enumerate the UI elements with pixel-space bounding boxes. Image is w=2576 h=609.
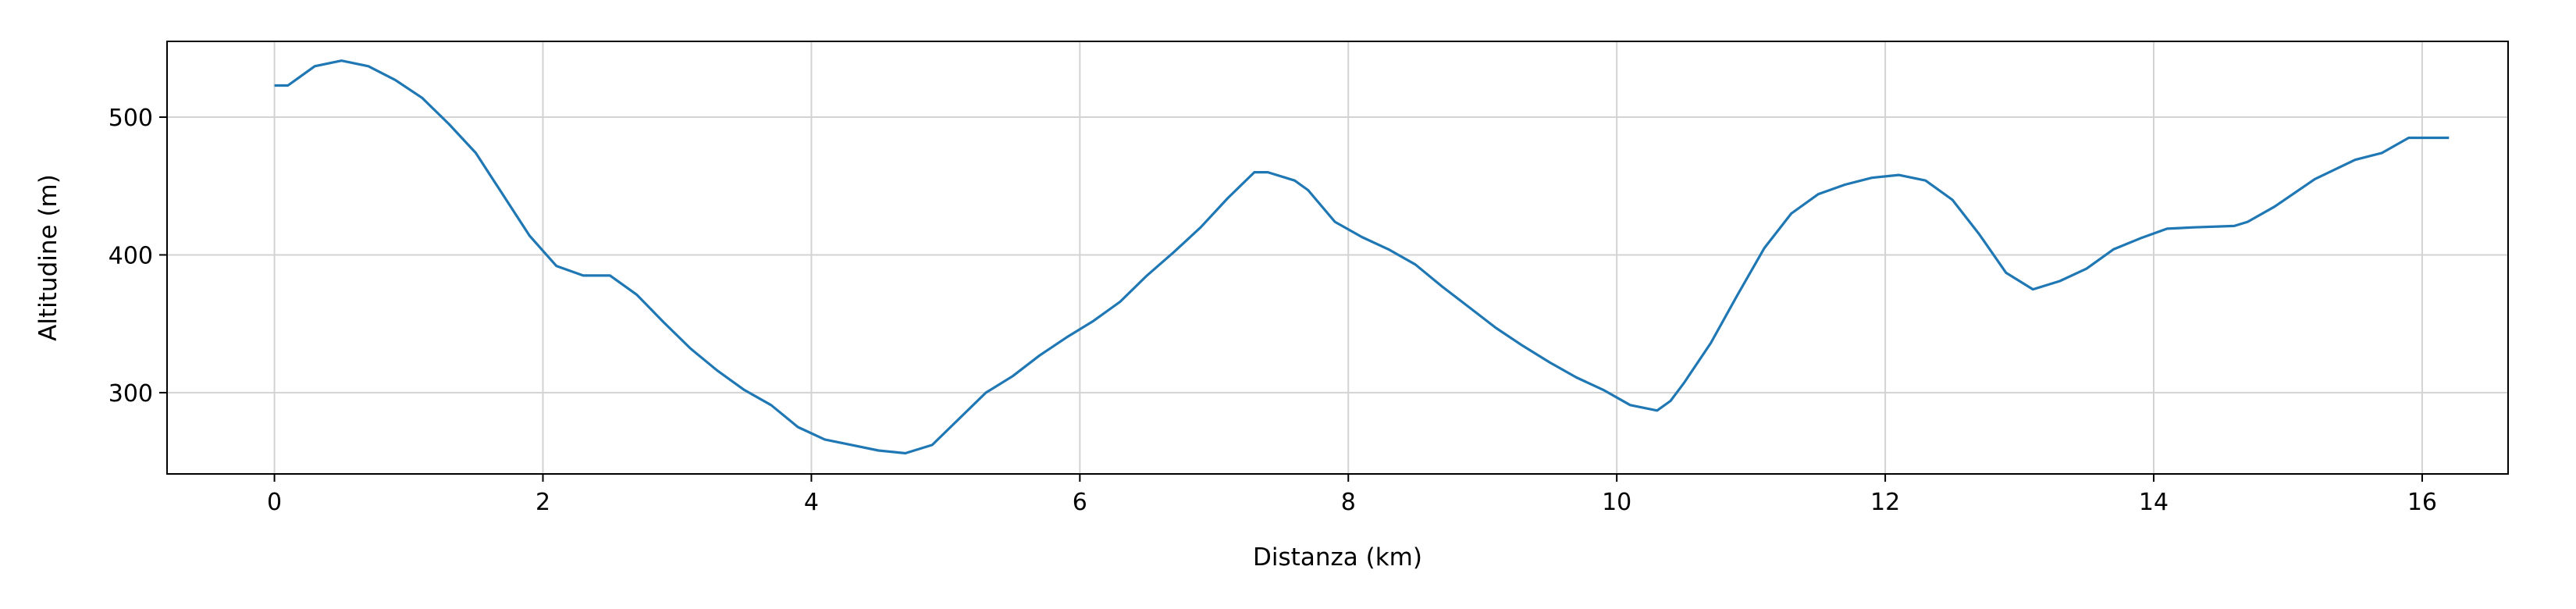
- ticks: 0 2 4 6 8 10 12 14 16 300 400 500: [109, 105, 2437, 516]
- series-line: [274, 59, 2450, 455]
- x-tick-label: 14: [2139, 489, 2169, 516]
- axes-frame: [166, 41, 2509, 475]
- x-tick-label: 6: [1073, 489, 1087, 516]
- y-axis-label: Altitudine (m): [34, 174, 62, 341]
- grid: [167, 41, 2508, 474]
- x-tick-label: 2: [535, 489, 550, 516]
- x-tick-label: 0: [267, 489, 282, 516]
- x-axis-label: Distanza (km): [1253, 543, 1422, 572]
- y-tick-label: 300: [109, 380, 153, 408]
- y-tick-label: 400: [109, 242, 153, 269]
- x-tick-label: 4: [804, 489, 819, 516]
- x-tick-label: 8: [1341, 489, 1356, 516]
- y-tick-label: 500: [109, 105, 153, 132]
- x-tick-label: 16: [2407, 489, 2437, 516]
- x-tick-label: 12: [1870, 489, 1900, 516]
- x-tick-label: 10: [1602, 489, 1631, 516]
